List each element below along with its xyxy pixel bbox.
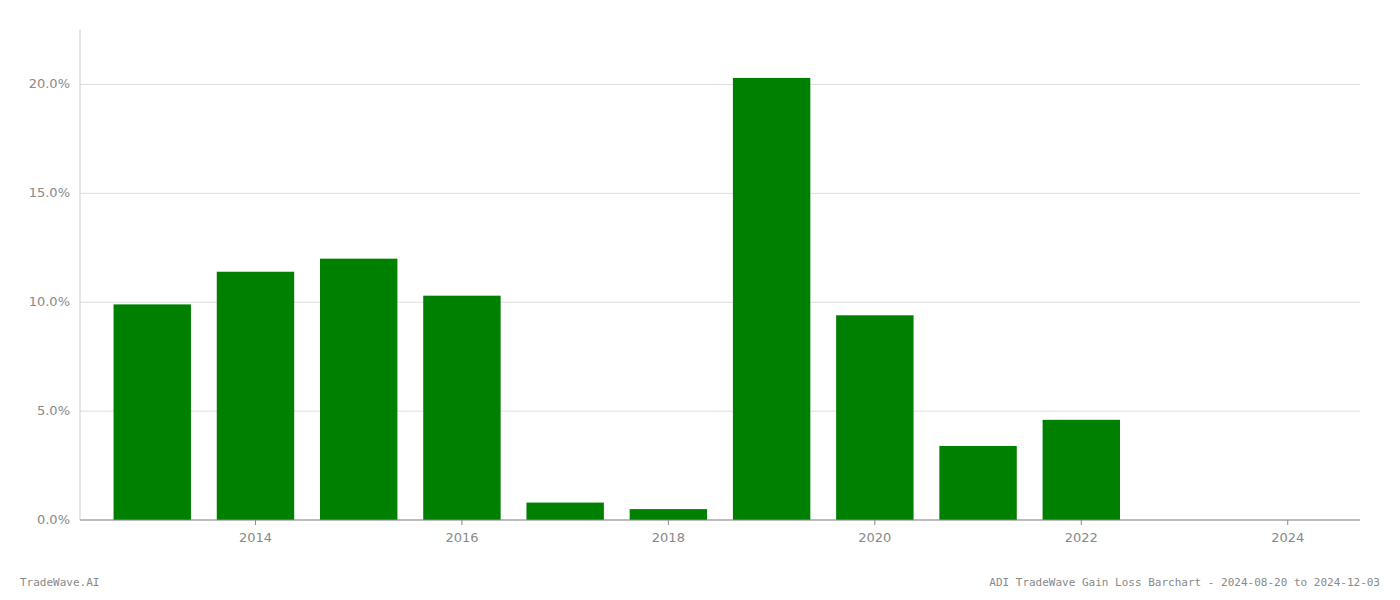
- y-tick-label: 10.0%: [29, 294, 70, 309]
- x-tick: [461, 520, 462, 525]
- x-tick: [668, 520, 669, 525]
- x-tick: [1287, 520, 1288, 525]
- bar: [423, 296, 500, 520]
- y-tick-label: 20.0%: [29, 76, 70, 91]
- y-tick-label: 0.0%: [37, 512, 70, 527]
- x-tick: [255, 520, 256, 525]
- x-tick-label: 2014: [239, 530, 272, 545]
- y-tick-label: 5.0%: [37, 403, 70, 418]
- x-tick: [874, 520, 875, 525]
- x-axis: 2014 2016 2018 2020 2022 2024: [80, 520, 1360, 545]
- x-tick-label: 2016: [445, 530, 478, 545]
- bar: [114, 304, 191, 520]
- chart-container: 0.0%5.0%10.0%15.0%20.0%20142016201820202…: [0, 0, 1400, 600]
- bar: [526, 503, 603, 520]
- bar: [630, 509, 707, 520]
- bar: [217, 272, 294, 520]
- x-tick-label: 2022: [1065, 530, 1098, 545]
- footer-text: TradeWave.AI: [20, 576, 99, 589]
- x-tick: [1081, 520, 1082, 525]
- footer: TradeWave.AI ADI TradeWave Gain Loss Barc…: [20, 576, 1380, 589]
- grid: [80, 84, 1360, 520]
- y-axis-line: [80, 30, 81, 520]
- footer-text: ADI TradeWave Gain Loss Barchart - 2024-…: [989, 576, 1380, 589]
- bar: [939, 446, 1016, 520]
- grid-line: [80, 193, 1360, 194]
- chart: 0.0%5.0%10.0%15.0%20.0%20142016201820202…: [0, 0, 1400, 600]
- grid-line: [80, 520, 1360, 521]
- x-axis-line: [80, 520, 1360, 521]
- bar: [733, 78, 810, 520]
- bar: [1043, 420, 1120, 520]
- y-tick-label: 15.0%: [29, 185, 70, 200]
- x-tick-label: 2020: [858, 530, 891, 545]
- bars: [114, 78, 1120, 520]
- x-tick-label: 2024: [1271, 530, 1304, 545]
- grid-line: [80, 84, 1360, 85]
- x-tick-label: 2018: [652, 530, 685, 545]
- bar: [320, 259, 397, 520]
- bar: [836, 315, 913, 520]
- y-axis: 0.0% 5.0% 10.0% 15.0% 20.0%: [29, 30, 80, 527]
